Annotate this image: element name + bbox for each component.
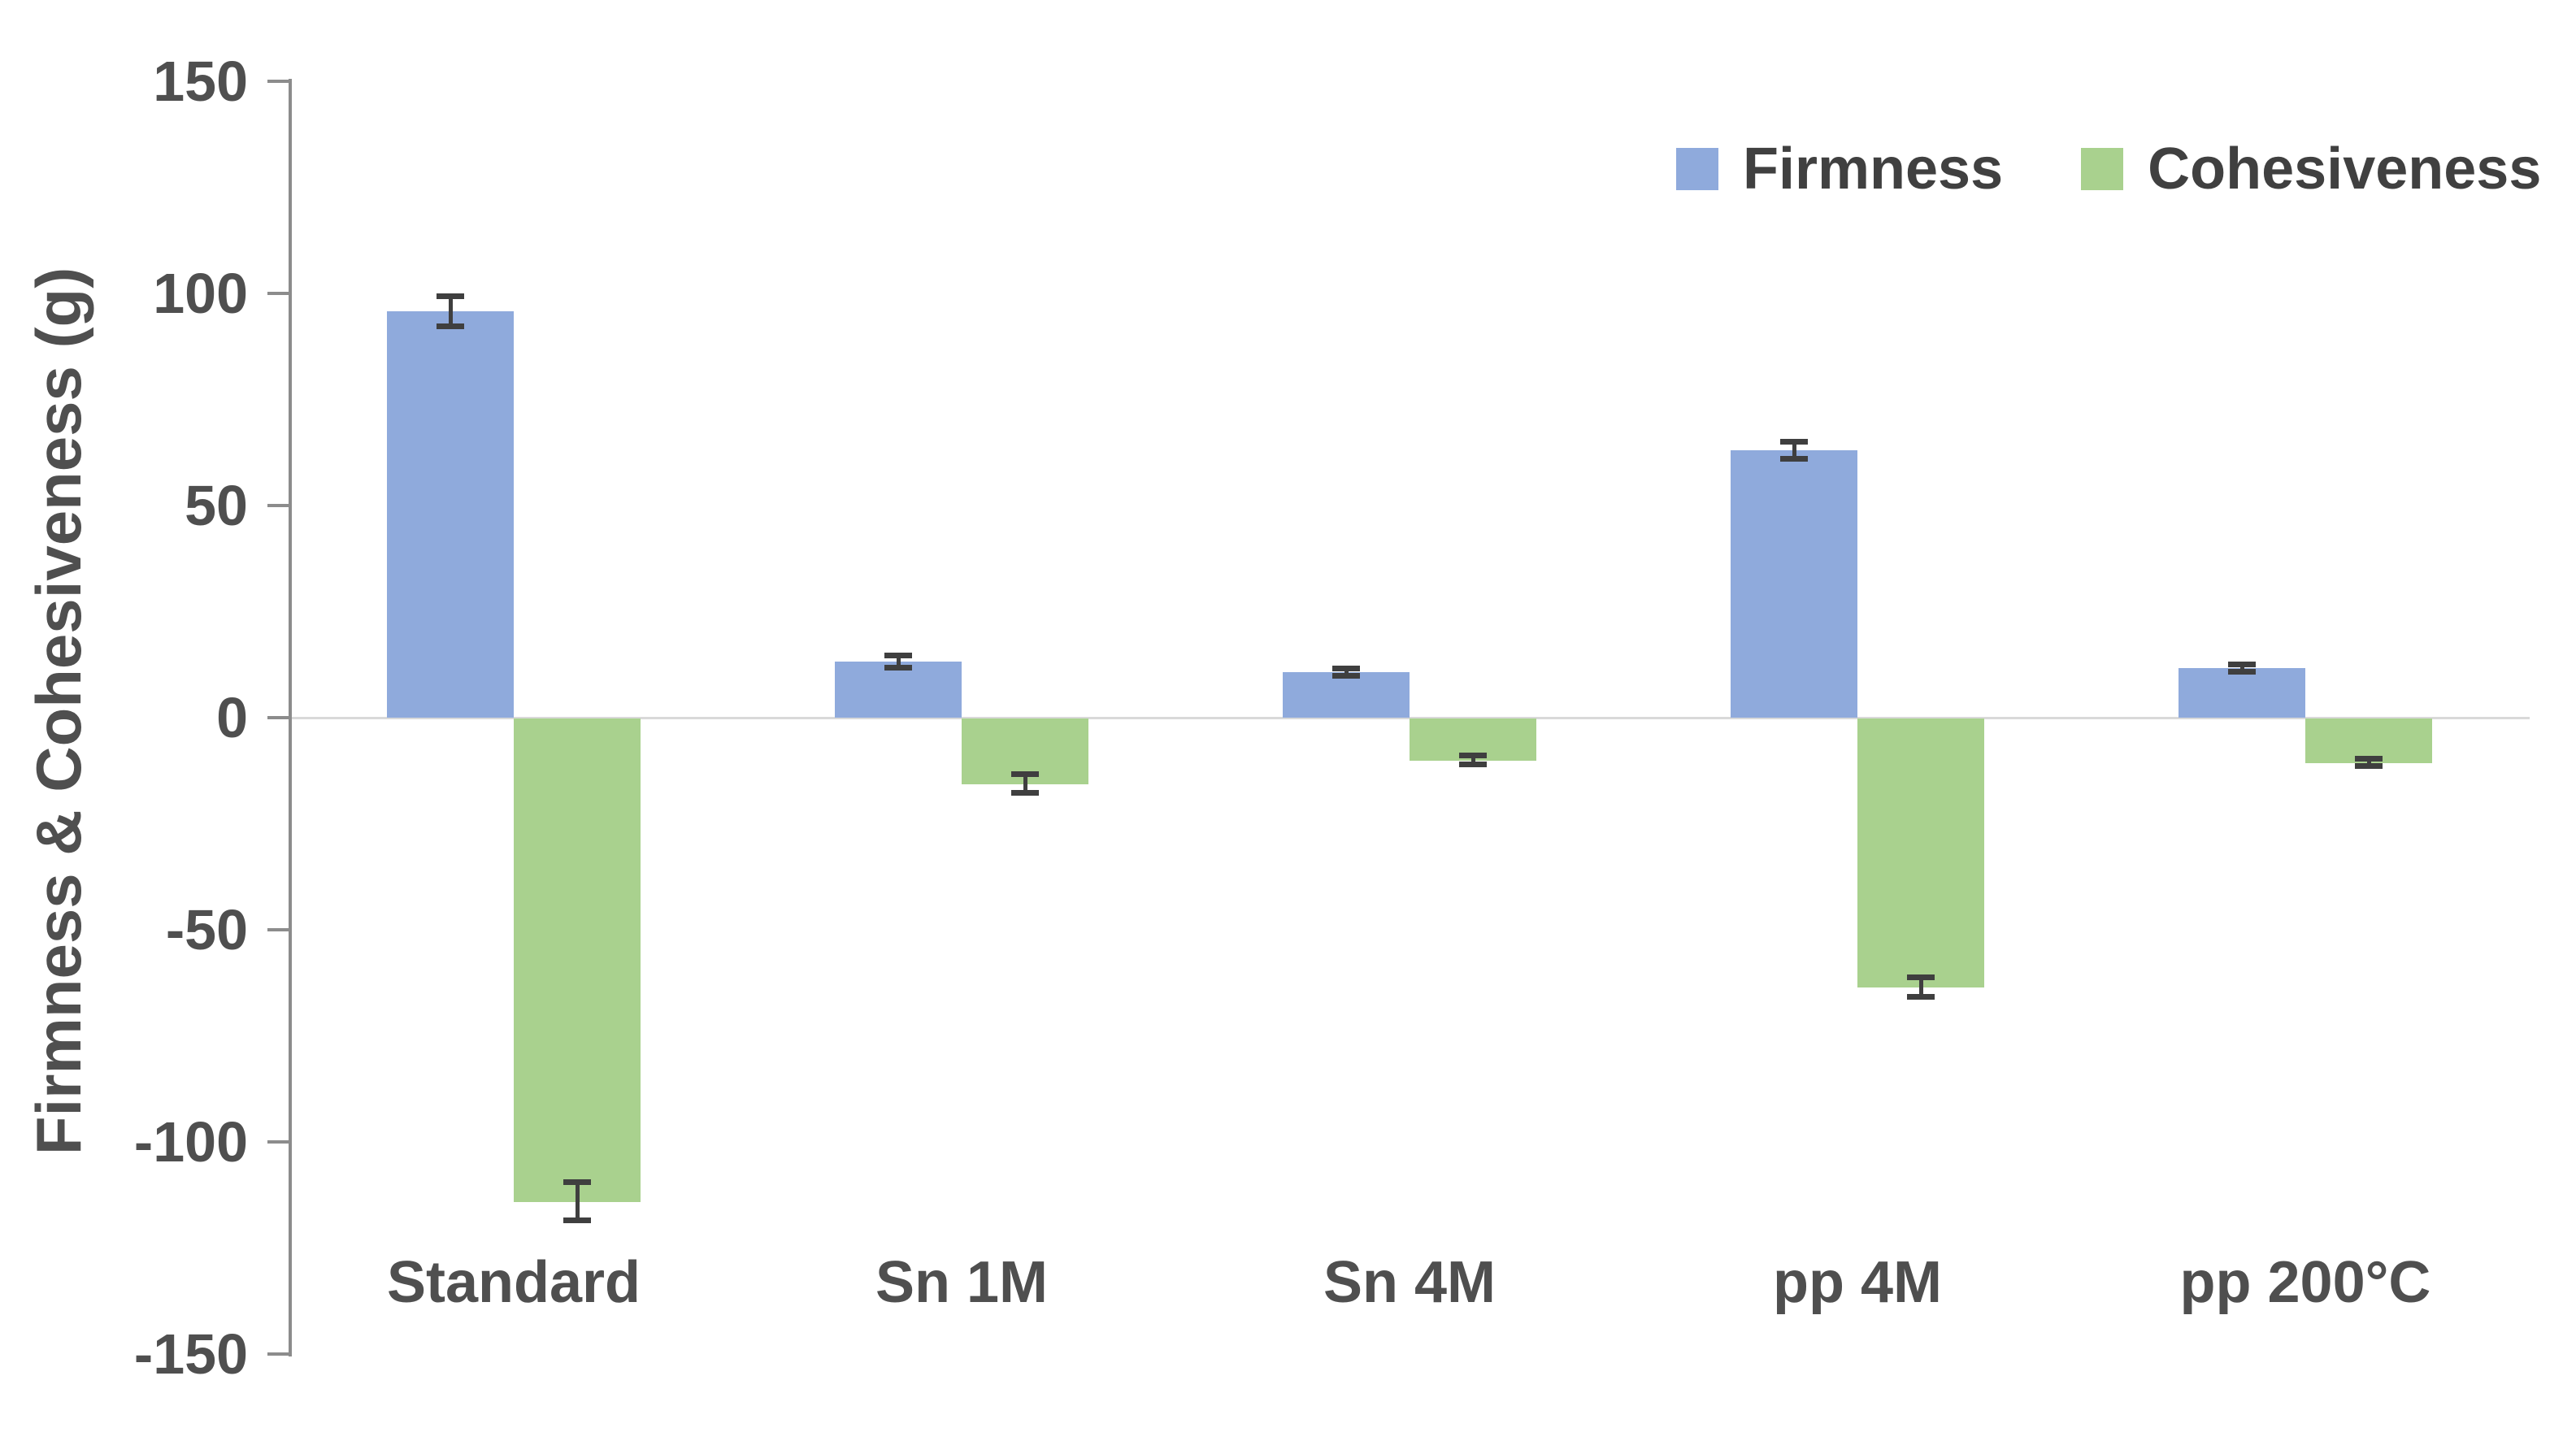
error-bar-line <box>448 296 453 327</box>
y-tick-label: 150 <box>153 50 248 113</box>
y-axis-tick <box>267 928 289 931</box>
bar-cohesiveness-4 <box>1857 718 1984 988</box>
error-bar-cap <box>563 1179 591 1186</box>
y-axis-tick <box>267 80 289 83</box>
error-bar-cap <box>884 665 912 671</box>
y-tick-label: -100 <box>133 1110 248 1174</box>
error-bar-cap <box>563 1217 591 1224</box>
y-axis-tick <box>267 1140 289 1144</box>
error-bar-cap <box>1459 753 1487 759</box>
bar-firmness-1 <box>387 310 514 718</box>
error-bar-line <box>896 655 901 668</box>
bar-firmness-4 <box>1731 450 1857 718</box>
category-label: pp 200°C <box>2179 1250 2431 1315</box>
bar-cohesiveness-1 <box>514 718 641 1203</box>
legend: Firmness Cohesiveness <box>1676 140 2541 198</box>
bar-firmness-3 <box>1283 672 1410 718</box>
bar-firmness-2 <box>835 662 962 718</box>
y-axis-tick <box>267 716 289 719</box>
y-axis-tick <box>267 292 289 295</box>
legend-item: Firmness <box>1676 140 2003 198</box>
y-axis-line <box>289 79 292 1356</box>
legend-swatch-icon <box>1676 148 1718 190</box>
error-bar-cap <box>1332 665 1360 671</box>
bar-firmness-5 <box>2179 667 2305 718</box>
error-bar-cap <box>437 293 464 299</box>
error-bar-cap <box>2355 755 2383 762</box>
error-bar-cap <box>1907 974 1935 980</box>
error-bar-cap <box>1780 456 1808 462</box>
y-axis-tick <box>267 504 289 507</box>
error-bar-cap <box>884 652 912 658</box>
error-bar-line <box>1470 755 1475 765</box>
error-bar-line <box>1792 441 1796 459</box>
category-label: Sn 4M <box>1323 1250 1497 1315</box>
error-bar-line <box>2239 664 2244 672</box>
legend-swatch-icon <box>2081 148 2124 190</box>
error-bar-cap <box>1907 993 1935 1000</box>
y-tick-label: -150 <box>133 1322 248 1386</box>
category-label: Sn 1M <box>875 1250 1049 1315</box>
y-tick-label: 100 <box>153 262 248 325</box>
y-tick-label: 50 <box>185 474 248 537</box>
error-bar-cap <box>1011 789 1039 796</box>
zero-gridline <box>290 717 2530 719</box>
error-bar-line <box>1344 668 1349 676</box>
legend-item: Cohesiveness <box>2081 140 2541 198</box>
legend-label: Cohesiveness <box>2148 137 2542 202</box>
error-bar-cap <box>2228 669 2256 675</box>
y-tick-label: -50 <box>165 898 248 961</box>
y-tick-label: 0 <box>216 686 248 749</box>
error-bar-cap <box>2355 763 2383 769</box>
error-bar-line <box>575 1182 580 1221</box>
error-bar-cap <box>1459 761 1487 767</box>
category-label: Standard <box>386 1250 641 1315</box>
error-bar-cap <box>437 323 464 330</box>
error-bar-cap <box>1780 439 1808 445</box>
error-bar-line <box>1918 977 1923 997</box>
y-axis-tick <box>267 1352 289 1356</box>
error-bar-cap <box>2228 661 2256 667</box>
error-bar-cap <box>1332 673 1360 679</box>
error-bar-cap <box>1011 770 1039 777</box>
legend-label: Firmness <box>1743 137 2004 202</box>
error-bar-line <box>1023 774 1027 793</box>
error-bar-line <box>2366 758 2371 766</box>
category-label: pp 4M <box>1773 1250 1942 1315</box>
